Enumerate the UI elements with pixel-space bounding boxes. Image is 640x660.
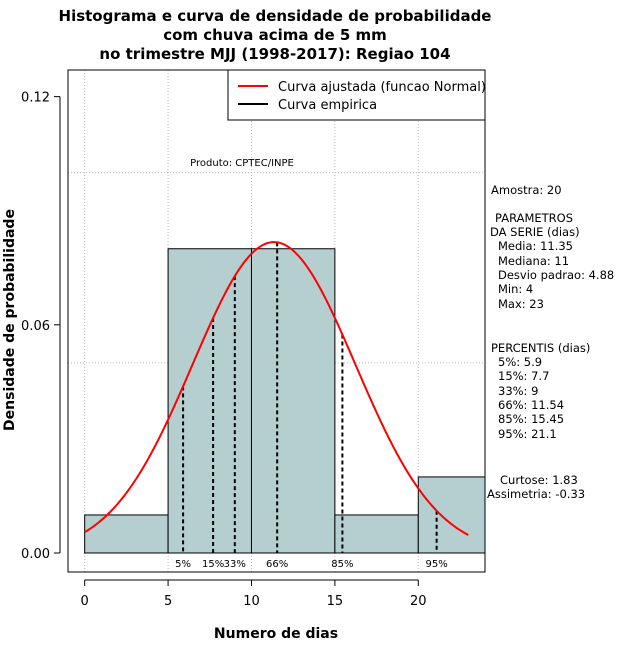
stat-media: Media: 11.35 <box>498 239 573 253</box>
grid <box>68 70 485 572</box>
percentile-label: 95% <box>426 559 448 570</box>
y-axis-label: Densidade de probabilidade <box>2 209 18 431</box>
histogram-bar <box>84 514 169 554</box>
stat-p85: 85%: 15.45 <box>498 412 564 426</box>
x-tick-label: 5 <box>164 594 172 609</box>
stat-p33: 33%: 9 <box>498 384 538 398</box>
stat-max: Max: 23 <box>498 297 544 311</box>
stat-percentis-title: PERCENTIS (dias) <box>491 341 590 355</box>
stat-p5: 5%: 5.9 <box>498 355 542 369</box>
stat-min: Min: 4 <box>498 282 533 296</box>
histogram-bar <box>334 514 419 554</box>
stat-mediana: Mediana: 11 <box>498 254 569 268</box>
x-tick-label: 20 <box>410 594 427 609</box>
normal-curve-layer <box>84 241 469 536</box>
chart-title-line-1: Histograma e curva de densidade de proba… <box>59 7 492 25</box>
percentile-label: 5% <box>175 559 191 570</box>
percentile-label: 66% <box>266 559 288 570</box>
chart-title-line-2: com chuva acima de 5 mm <box>163 26 387 44</box>
stat-desvio: Desvio padrao: 4.88 <box>498 268 614 282</box>
y-tick-label: 0.06 <box>21 319 50 334</box>
stat-p66: 66%: 11.54 <box>498 398 564 412</box>
histogram-bar <box>250 248 336 554</box>
legend: Curva ajustada (funcao Normal) Curva emp… <box>227 69 486 121</box>
x-axis-label: Numero de dias <box>214 626 338 642</box>
axes: 0 5 10 15 20 0.00 0.06 0.12 <box>21 91 427 609</box>
histogram-bar <box>417 476 486 554</box>
percentile-label: 15% <box>202 559 224 570</box>
x-tick-label: 10 <box>243 594 260 609</box>
chart-title-line-3: no trimestre MJJ (1998-2017): Regiao 104 <box>99 45 450 63</box>
stat-parametros-title: PARAMETROS <box>495 211 573 225</box>
y-tick-label: 0.00 <box>21 547 50 562</box>
stat-parametros-subtitle: DA SERIE (dias) <box>490 225 580 239</box>
stat-p95: 95%: 21.1 <box>498 427 557 441</box>
percentile-label: 85% <box>331 559 353 570</box>
percentile-label: 33% <box>224 559 246 570</box>
legend-label-fitted: Curva ajustada (funcao Normal) <box>278 80 486 95</box>
normal-curve <box>84 241 469 536</box>
stat-p15: 15%: 7.7 <box>498 369 549 383</box>
statistics-panel: Amostra: 20 PARAMETROS DA SERIE (dias) M… <box>487 183 614 501</box>
legend-label-empirical: Curva empirica <box>278 98 377 113</box>
percentile-lines: 5% 15% 33% 66% 85% 95% <box>175 242 448 570</box>
stat-assimetria: Assimetria: -0.33 <box>487 487 585 501</box>
histogram-bars <box>84 248 486 554</box>
legend-box <box>227 69 486 121</box>
y-tick-label: 0.12 <box>21 91 50 106</box>
x-tick-label: 15 <box>327 594 344 609</box>
stat-amostra: Amostra: 20 <box>491 183 562 197</box>
x-tick-label: 0 <box>81 594 89 609</box>
histogram-bar <box>167 248 252 554</box>
produto-label: Produto: CPTEC/INPE <box>190 158 294 169</box>
stat-curtose: Curtose: 1.83 <box>500 473 578 487</box>
